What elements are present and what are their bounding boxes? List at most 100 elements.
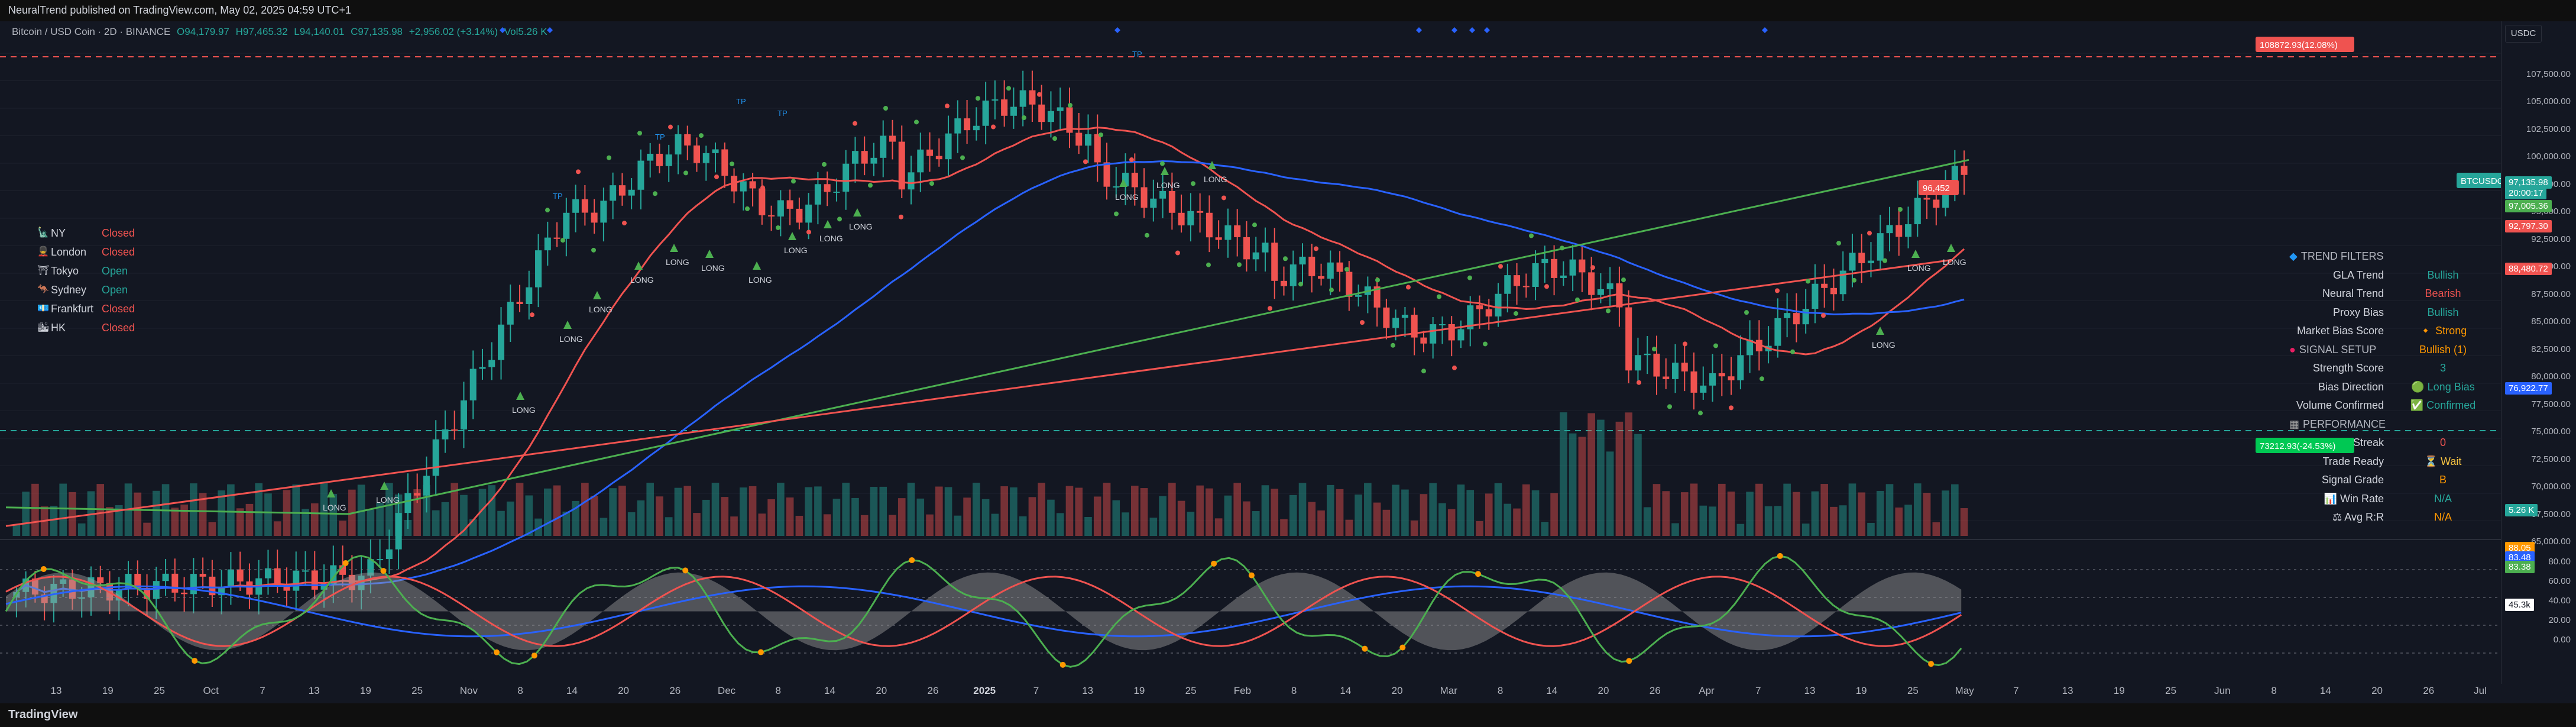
- candle-body: [824, 184, 831, 192]
- time-tick-label: 26: [2423, 685, 2435, 696]
- session-row: ⛩ Tokyo Open: [35, 261, 135, 280]
- candle-body: [171, 573, 179, 593]
- candle-body: [1653, 353, 1660, 377]
- volume-bar: [1885, 484, 1894, 536]
- volume-bar: [1075, 487, 1083, 536]
- volume-bar: [907, 483, 915, 536]
- volume-bar: [134, 492, 142, 536]
- price-chart[interactable]: 108872.93(12.08%) 73212.93(-24.53%) BTCUSD…: [0, 21, 2504, 684]
- candle-body: [1420, 337, 1427, 344]
- candle-body: [1476, 305, 1483, 309]
- candle-body: [1579, 259, 1586, 273]
- currency-button[interactable]: USDC: [2505, 25, 2542, 43]
- candle-body: [1560, 275, 1567, 278]
- session-row: 💂 London Closed: [35, 243, 135, 261]
- candle-body: [227, 569, 234, 587]
- volume-bar: [1904, 505, 1912, 536]
- candle-body: [469, 369, 477, 400]
- signal-dot: [1360, 320, 1365, 325]
- time-tick-label: 25: [1185, 685, 1197, 696]
- volume-bar: [1308, 502, 1316, 536]
- candle-body: [1942, 186, 1949, 208]
- published-text: NeuralTrend published on TradingView.com…: [8, 4, 351, 16]
- volume-bar: [805, 487, 812, 536]
- candle-body: [1821, 283, 1828, 288]
- candle-body: [1905, 224, 1912, 237]
- candle-body: [553, 237, 560, 239]
- trend-line-green-flat: [5, 506, 349, 515]
- chart-canvas[interactable]: 108872.93(12.08%) 73212.93(-24.53%) BTCUSD…: [0, 21, 2504, 684]
- panel-row: Strength Score 3: [2283, 359, 2484, 378]
- signal-price-tag-bg: [1919, 180, 1959, 195]
- panel-row-label: Streak: [2353, 437, 2384, 448]
- osc-extreme-dot: [1399, 644, 1406, 651]
- osc-extreme-dot: [531, 652, 537, 659]
- time-tick-label: 13: [1082, 685, 1094, 696]
- long-signal-label: LONG: [819, 234, 843, 243]
- signal-dot: [1775, 288, 1780, 293]
- volume-bar: [516, 483, 524, 536]
- candle-body: [1933, 199, 1940, 208]
- candle-body: [1728, 376, 1735, 380]
- time-tick-label: Jun: [2214, 685, 2231, 696]
- top-price-marker: 108872.93(12.08%): [2260, 40, 2338, 50]
- performance-header: ▦ PERFORMANCE: [2283, 415, 2484, 434]
- signal-dot: [1652, 347, 1657, 352]
- signal-dot: [1068, 102, 1072, 108]
- candle-body: [432, 439, 439, 476]
- volume-bar: [255, 483, 263, 536]
- candle-body: [1001, 99, 1008, 116]
- time-tick-label: 20: [618, 685, 630, 696]
- candle-body: [1187, 211, 1194, 226]
- candle-body: [759, 188, 766, 215]
- volume-bar: [1746, 492, 1754, 536]
- signal-dot: [1836, 241, 1841, 246]
- candle-body: [88, 577, 95, 597]
- signal-dot: [1882, 258, 1887, 263]
- volume-bar: [758, 513, 766, 536]
- candle-body: [1140, 187, 1148, 208]
- time-tick-label: 26: [927, 685, 939, 696]
- symbol-title[interactable]: Bitcoin / USD Coin · 2D · BINANCE: [12, 26, 171, 37]
- candle-body: [1467, 305, 1474, 329]
- volume-bar: [1680, 492, 1689, 536]
- volume-bar: [292, 484, 300, 536]
- time-tick-label: 14: [2319, 685, 2331, 696]
- price-tick-label: 80,000.00: [2531, 371, 2571, 382]
- volume-bar: [1774, 506, 1782, 536]
- candle-body: [1094, 134, 1101, 163]
- time-tick-label: 8: [1497, 685, 1504, 696]
- long-signal-icon: [563, 321, 572, 329]
- candle-body: [190, 574, 197, 594]
- volume-bar: [1652, 484, 1661, 536]
- signal-dot: [1206, 262, 1211, 267]
- volume-bar: [208, 522, 216, 536]
- volume-bar: [1839, 505, 1847, 536]
- candle-body: [610, 185, 617, 201]
- candle-body: [721, 149, 728, 176]
- candle-body: [637, 160, 644, 190]
- price-scale[interactable]: USDC 107,500.00 105,000.00 102,500.00 100,0…: [2501, 21, 2576, 684]
- volume-bar: [1168, 483, 1176, 536]
- session-name: HK: [51, 322, 66, 334]
- candle-body: [31, 578, 38, 595]
- signal-dot: [822, 161, 827, 167]
- long-signal-icon: [327, 489, 335, 497]
- candle-body: [1858, 253, 1865, 263]
- price-tick-label: 70,000.00: [2531, 482, 2571, 492]
- signal-dot: [607, 155, 611, 160]
- volume-bar: [22, 492, 30, 536]
- volume-bar: [702, 499, 710, 536]
- panel-row-label: Signal Grade: [2321, 474, 2384, 486]
- time-axis[interactable]: 13 19 25 Oct 7 13 19 25 Nov 8 14 20 26 Dec 8 14 20 26 2025…: [0, 680, 2501, 703]
- session-flag-icon: 🏙: [37, 322, 50, 332]
- volume-bar: [1494, 483, 1502, 536]
- signal-dot: [1191, 181, 1195, 186]
- panel-row-value: 3: [2439, 362, 2446, 374]
- volume-bar: [1727, 491, 1735, 536]
- tradingview-logo[interactable]: TradingView: [8, 708, 78, 721]
- time-tick-label: 26: [1649, 685, 1661, 696]
- candle-body: [1168, 190, 1175, 213]
- long-signal-label: LONG: [376, 495, 400, 505]
- volume-bar: [1019, 516, 1027, 536]
